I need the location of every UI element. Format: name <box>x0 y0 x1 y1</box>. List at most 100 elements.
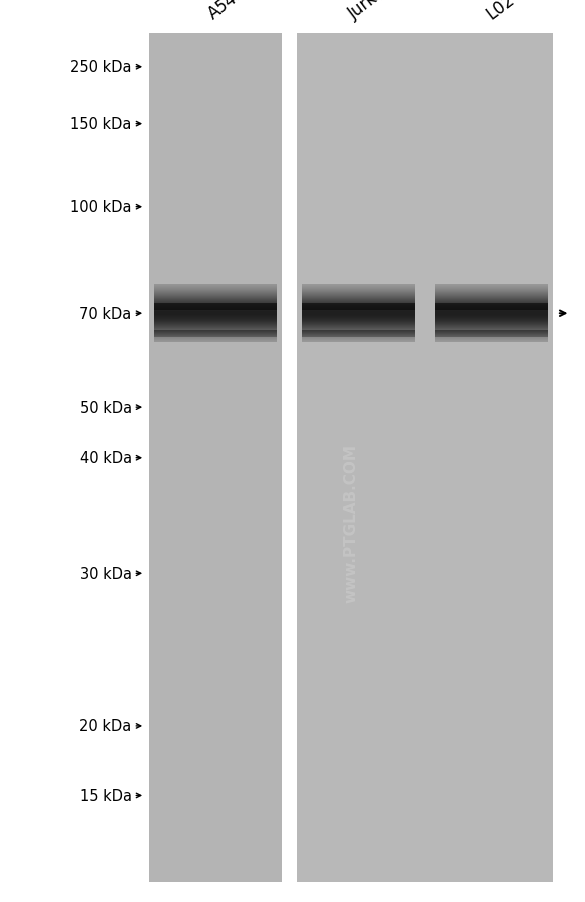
Bar <box>435 311 548 312</box>
Bar <box>302 321 415 323</box>
Bar <box>435 293 548 295</box>
Bar <box>302 298 415 299</box>
Bar <box>435 327 548 328</box>
Bar <box>435 314 548 315</box>
Bar <box>302 290 415 291</box>
Bar <box>302 294 415 296</box>
Bar <box>154 311 277 312</box>
Bar <box>154 314 277 315</box>
Bar <box>302 325 415 326</box>
Bar <box>435 321 548 323</box>
Bar <box>302 339 415 340</box>
Bar <box>154 334 277 336</box>
Bar <box>435 336 548 337</box>
Text: A549: A549 <box>205 0 250 23</box>
Bar <box>435 319 548 321</box>
Bar <box>302 326 415 327</box>
Bar <box>302 312 415 313</box>
Bar <box>154 333 277 335</box>
Text: 40 kDa: 40 kDa <box>80 451 132 465</box>
Bar <box>154 336 277 338</box>
Bar <box>302 303 415 304</box>
Bar <box>154 321 277 323</box>
Bar <box>435 285 548 286</box>
Bar <box>302 291 415 293</box>
Bar <box>302 287 415 288</box>
Bar <box>302 300 415 301</box>
Bar <box>154 328 277 329</box>
Bar <box>302 317 415 318</box>
Bar <box>302 286 415 287</box>
Bar <box>302 305 415 307</box>
Bar <box>302 335 415 336</box>
Bar <box>302 336 415 337</box>
Bar <box>435 294 548 296</box>
Bar <box>435 320 548 322</box>
Bar <box>302 328 415 329</box>
Text: L02: L02 <box>483 0 518 23</box>
Bar <box>154 310 277 311</box>
Bar <box>154 342 277 343</box>
Bar <box>154 296 277 297</box>
Text: 70 kDa: 70 kDa <box>80 307 132 321</box>
Bar <box>302 307 415 308</box>
Bar <box>154 294 277 296</box>
Bar <box>302 338 415 339</box>
Bar <box>154 304 277 306</box>
Bar <box>435 333 548 335</box>
Bar <box>154 338 277 339</box>
Bar <box>435 326 548 327</box>
Bar <box>302 322 415 324</box>
Bar <box>154 302 277 303</box>
Bar <box>435 329 548 330</box>
Bar <box>302 309 415 310</box>
Bar <box>302 334 415 336</box>
Bar <box>154 299 277 300</box>
Bar <box>302 311 415 312</box>
Text: 50 kDa: 50 kDa <box>80 400 132 415</box>
Bar <box>154 290 277 292</box>
Text: 20 kDa: 20 kDa <box>80 719 132 733</box>
Bar <box>302 318 415 320</box>
Bar <box>154 335 277 336</box>
Bar <box>154 286 277 287</box>
Bar <box>302 293 415 295</box>
Bar <box>297 34 553 882</box>
Text: www.PTGLAB.COM: www.PTGLAB.COM <box>343 444 359 603</box>
Bar <box>154 308 277 309</box>
Bar <box>302 315 415 316</box>
Text: 30 kDa: 30 kDa <box>80 566 132 581</box>
Bar <box>435 309 548 310</box>
Bar <box>154 297 277 298</box>
Bar <box>302 313 415 314</box>
Bar <box>302 301 415 302</box>
Bar <box>302 304 415 306</box>
Bar <box>435 310 548 311</box>
Bar <box>435 297 548 298</box>
Bar <box>302 319 415 321</box>
Bar <box>435 325 548 326</box>
Bar <box>154 317 277 318</box>
Bar <box>154 325 277 326</box>
Bar <box>302 327 415 328</box>
Bar <box>154 329 277 330</box>
Bar <box>435 312 548 313</box>
Bar <box>435 299 548 300</box>
Text: 100 kDa: 100 kDa <box>70 200 132 215</box>
Bar <box>154 312 277 313</box>
Text: 250 kDa: 250 kDa <box>70 60 132 75</box>
Bar <box>154 291 277 293</box>
Bar <box>302 296 415 297</box>
Bar <box>149 34 282 882</box>
Bar <box>154 292 277 294</box>
Bar <box>154 324 277 325</box>
Bar <box>154 327 277 328</box>
Bar <box>435 302 548 303</box>
Bar <box>302 331 415 332</box>
Bar <box>435 290 548 292</box>
Bar <box>302 302 415 303</box>
Bar <box>302 329 415 330</box>
Bar <box>302 308 415 309</box>
Bar <box>302 299 415 300</box>
Bar <box>154 305 277 307</box>
